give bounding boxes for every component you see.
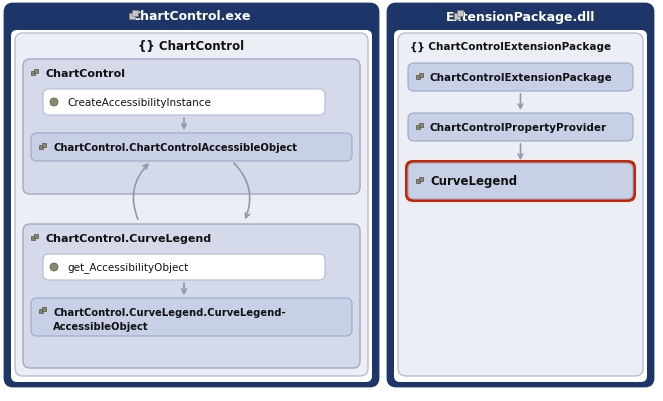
Bar <box>419 177 423 181</box>
Bar <box>31 236 35 240</box>
Bar <box>42 143 46 147</box>
FancyBboxPatch shape <box>31 134 352 162</box>
Bar <box>31 71 35 75</box>
Bar <box>129 14 135 20</box>
FancyBboxPatch shape <box>408 114 633 142</box>
FancyBboxPatch shape <box>394 31 647 382</box>
Text: CurveLegend: CurveLegend <box>430 175 517 188</box>
Bar <box>416 125 420 129</box>
Bar <box>416 75 420 79</box>
Bar <box>416 179 420 183</box>
FancyBboxPatch shape <box>11 31 372 382</box>
Text: {} ChartControlExtensionPackage: {} ChartControlExtensionPackage <box>410 42 611 52</box>
Text: ExtensionPackage.dll: ExtensionPackage.dll <box>446 10 595 23</box>
Text: {} ChartControl: {} ChartControl <box>139 41 245 53</box>
Bar <box>42 307 46 311</box>
FancyBboxPatch shape <box>408 64 633 92</box>
FancyBboxPatch shape <box>43 90 325 116</box>
Text: ChartControl.ChartControlAccessibleObject: ChartControl.ChartControlAccessibleObjec… <box>53 143 297 153</box>
Text: AccessibleObject: AccessibleObject <box>53 321 149 331</box>
FancyBboxPatch shape <box>408 164 633 200</box>
Circle shape <box>50 263 58 271</box>
FancyBboxPatch shape <box>405 160 636 203</box>
FancyBboxPatch shape <box>31 298 352 336</box>
Bar <box>133 11 139 17</box>
Text: ChartControl: ChartControl <box>45 69 125 79</box>
Circle shape <box>50 99 58 107</box>
FancyBboxPatch shape <box>398 34 643 376</box>
Bar <box>419 123 423 127</box>
Bar <box>454 14 460 20</box>
FancyBboxPatch shape <box>23 225 360 368</box>
Text: ChartControl.exe: ChartControl.exe <box>132 10 251 23</box>
Bar <box>419 73 423 77</box>
FancyBboxPatch shape <box>5 5 378 386</box>
Text: CreateAccessibilityInstance: CreateAccessibilityInstance <box>67 98 211 108</box>
Text: ChartControl.CurveLegend.CurveLegend-: ChartControl.CurveLegend.CurveLegend- <box>53 307 286 317</box>
FancyBboxPatch shape <box>15 34 368 376</box>
Bar <box>457 11 463 17</box>
Text: get_AccessibilityObject: get_AccessibilityObject <box>67 262 188 273</box>
Text: ChartControlExtensionPackage: ChartControlExtensionPackage <box>430 73 613 83</box>
Bar <box>39 145 43 149</box>
FancyBboxPatch shape <box>388 5 653 386</box>
Text: ChartControlPropertyProvider: ChartControlPropertyProvider <box>430 123 607 133</box>
Bar <box>34 69 38 73</box>
Text: ChartControl.CurveLegend: ChartControl.CurveLegend <box>45 233 211 243</box>
Bar <box>39 309 43 313</box>
FancyBboxPatch shape <box>43 254 325 280</box>
FancyBboxPatch shape <box>23 60 360 194</box>
Bar <box>34 234 38 238</box>
